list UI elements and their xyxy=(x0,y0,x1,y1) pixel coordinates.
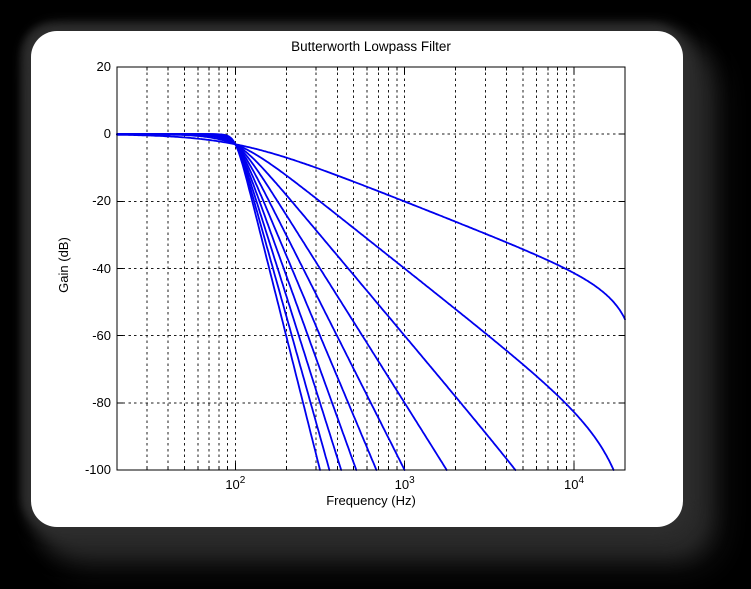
y-tick-label: 20 xyxy=(96,59,111,74)
y-tick-label: -80 xyxy=(92,394,111,410)
y-tick-label: -40 xyxy=(92,260,111,276)
x-tick-label: 103 xyxy=(381,473,429,493)
curve-order-2 xyxy=(116,133,615,471)
x-tick-base: 10 xyxy=(225,477,240,492)
x-tick-base: 10 xyxy=(564,477,579,492)
x-tick-label: 102 xyxy=(211,473,259,493)
x-tick-exponent: 4 xyxy=(578,475,585,486)
grid-lines xyxy=(117,67,625,470)
curve-order-1 xyxy=(116,133,626,321)
y-tick-label: 0 xyxy=(103,126,111,142)
y-tick-label: -100 xyxy=(84,462,111,477)
y-tick-label: -20 xyxy=(92,193,111,209)
chart-title: Butterworth Lowpass Filter xyxy=(291,39,451,54)
x-tick-exponent: 3 xyxy=(409,475,415,486)
curves xyxy=(116,133,626,471)
plot-canvas xyxy=(116,66,626,471)
x-tick-exponent: 2 xyxy=(239,475,246,486)
y-tick-label: -60 xyxy=(92,327,111,343)
curve-order-10 xyxy=(116,133,321,471)
x-tick-base: 10 xyxy=(394,477,410,492)
figure-window: Butterworth Lowpass Filter Gain (dB) Fre… xyxy=(31,31,683,527)
x-axis-label: Frequency (Hz) xyxy=(326,493,416,508)
axes-box xyxy=(116,66,626,471)
x-tick-label: 104 xyxy=(550,473,598,493)
